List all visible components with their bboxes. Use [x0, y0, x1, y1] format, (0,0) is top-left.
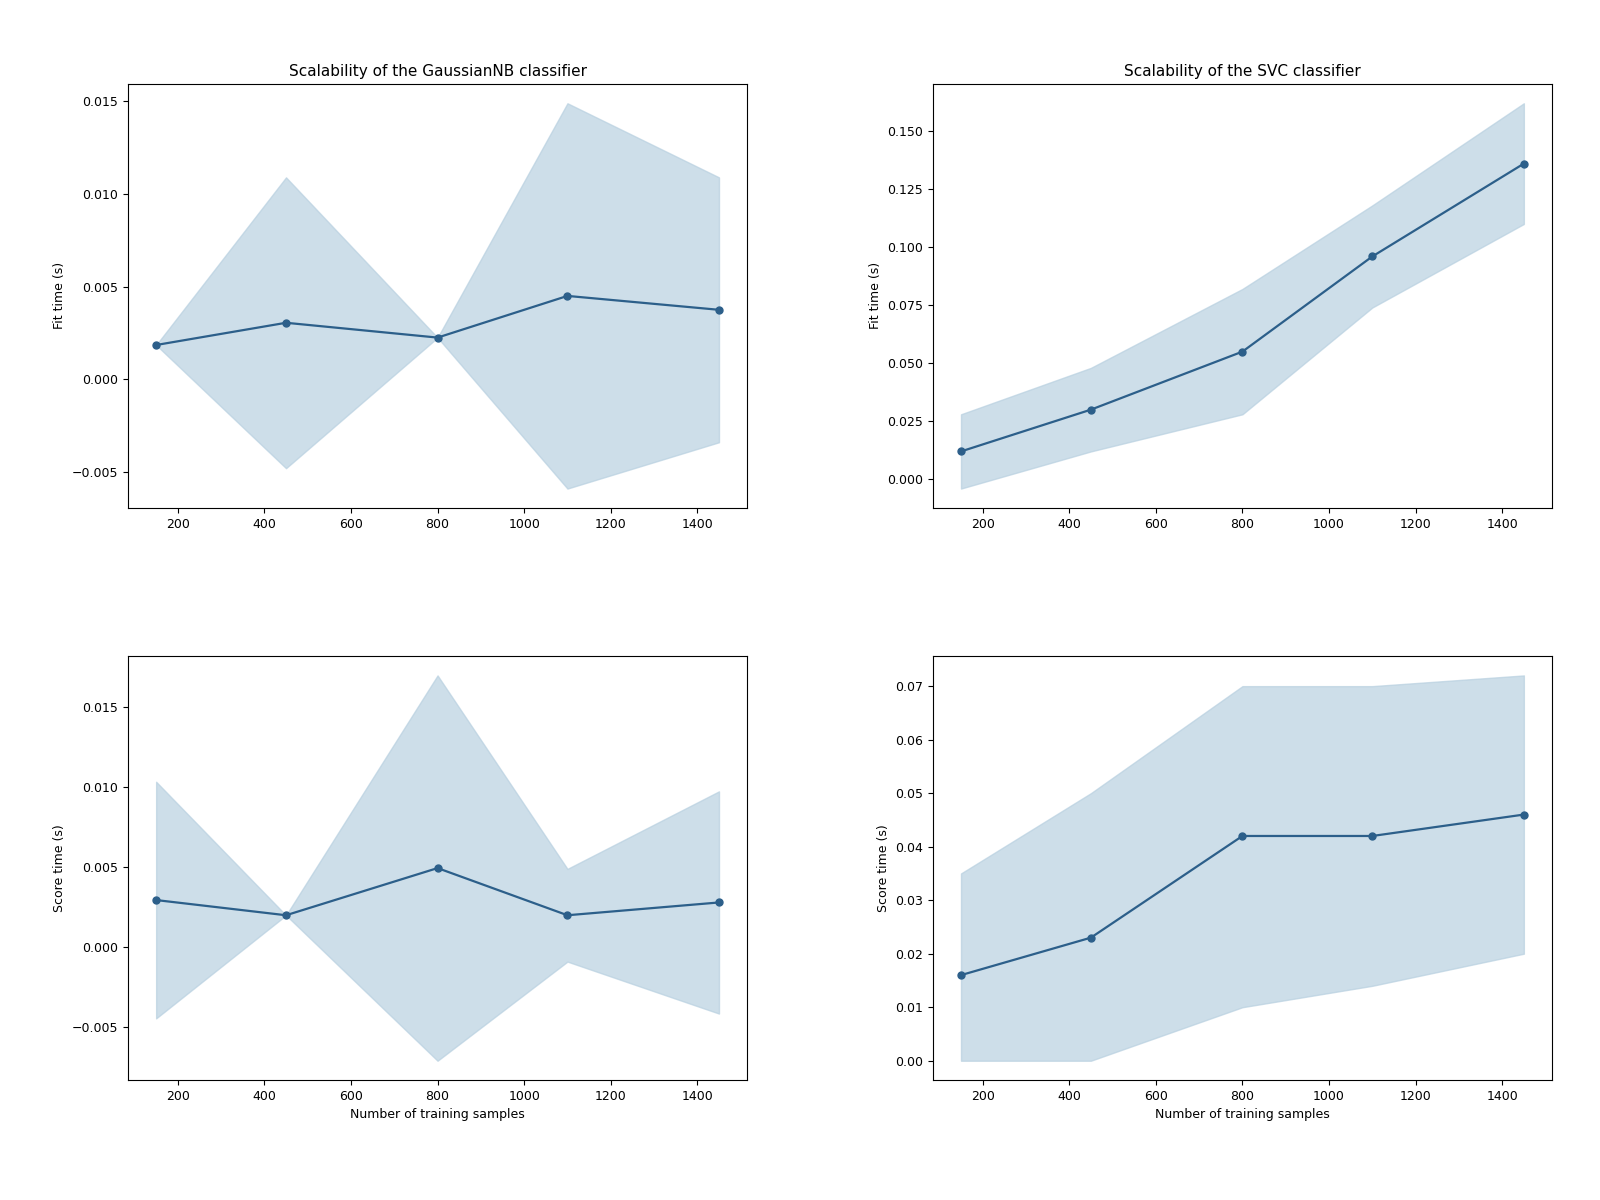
Y-axis label: Score time (s): Score time (s)	[53, 824, 66, 912]
Y-axis label: Score time (s): Score time (s)	[877, 824, 890, 912]
Y-axis label: Fit time (s): Fit time (s)	[869, 263, 882, 330]
X-axis label: Number of training samples: Number of training samples	[1155, 1109, 1330, 1121]
Title: Scalability of the GaussianNB classifier: Scalability of the GaussianNB classifier	[288, 64, 587, 79]
Y-axis label: Fit time (s): Fit time (s)	[53, 263, 66, 330]
Title: Scalability of the SVC classifier: Scalability of the SVC classifier	[1125, 64, 1362, 79]
X-axis label: Number of training samples: Number of training samples	[350, 1109, 525, 1121]
